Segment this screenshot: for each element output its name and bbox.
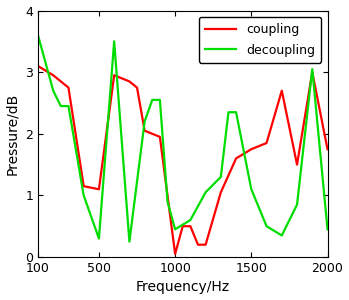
coupling: [51, 74, 55, 77]
decoupling: [97, 237, 101, 240]
coupling: [127, 80, 132, 83]
decoupling: [36, 33, 40, 37]
decoupling: [219, 175, 223, 179]
coupling: [265, 141, 269, 145]
decoupling: [310, 67, 314, 71]
coupling: [181, 224, 185, 228]
coupling: [135, 86, 139, 89]
coupling: [97, 188, 101, 191]
Line: decoupling: decoupling: [38, 35, 327, 242]
coupling: [280, 89, 284, 92]
decoupling: [150, 98, 154, 102]
decoupling: [265, 224, 269, 228]
X-axis label: Frequency/Hz: Frequency/Hz: [136, 280, 230, 294]
coupling: [249, 147, 253, 151]
decoupling: [51, 89, 55, 92]
coupling: [112, 74, 116, 77]
Y-axis label: Pressure/dB: Pressure/dB: [6, 93, 20, 175]
decoupling: [249, 188, 253, 191]
coupling: [142, 129, 147, 133]
Legend: coupling, decoupling: coupling, decoupling: [199, 17, 321, 63]
coupling: [66, 86, 70, 89]
coupling: [325, 147, 329, 151]
decoupling: [165, 200, 170, 203]
decoupling: [173, 227, 177, 231]
decoupling: [59, 104, 63, 108]
decoupling: [203, 190, 208, 194]
coupling: [219, 190, 223, 194]
decoupling: [227, 110, 231, 114]
decoupling: [142, 120, 147, 123]
coupling: [203, 243, 208, 247]
coupling: [158, 135, 162, 139]
decoupling: [127, 240, 132, 243]
decoupling: [82, 194, 86, 197]
decoupling: [112, 40, 116, 43]
decoupling: [325, 227, 329, 231]
coupling: [173, 252, 177, 256]
Line: coupling: coupling: [38, 66, 327, 254]
coupling: [196, 243, 200, 247]
coupling: [310, 70, 314, 74]
decoupling: [295, 203, 299, 206]
coupling: [295, 163, 299, 166]
decoupling: [234, 110, 238, 114]
coupling: [36, 64, 40, 68]
coupling: [82, 184, 86, 188]
decoupling: [66, 104, 70, 108]
coupling: [188, 224, 192, 228]
decoupling: [188, 218, 192, 222]
decoupling: [280, 234, 284, 237]
decoupling: [158, 98, 162, 102]
coupling: [234, 157, 238, 160]
